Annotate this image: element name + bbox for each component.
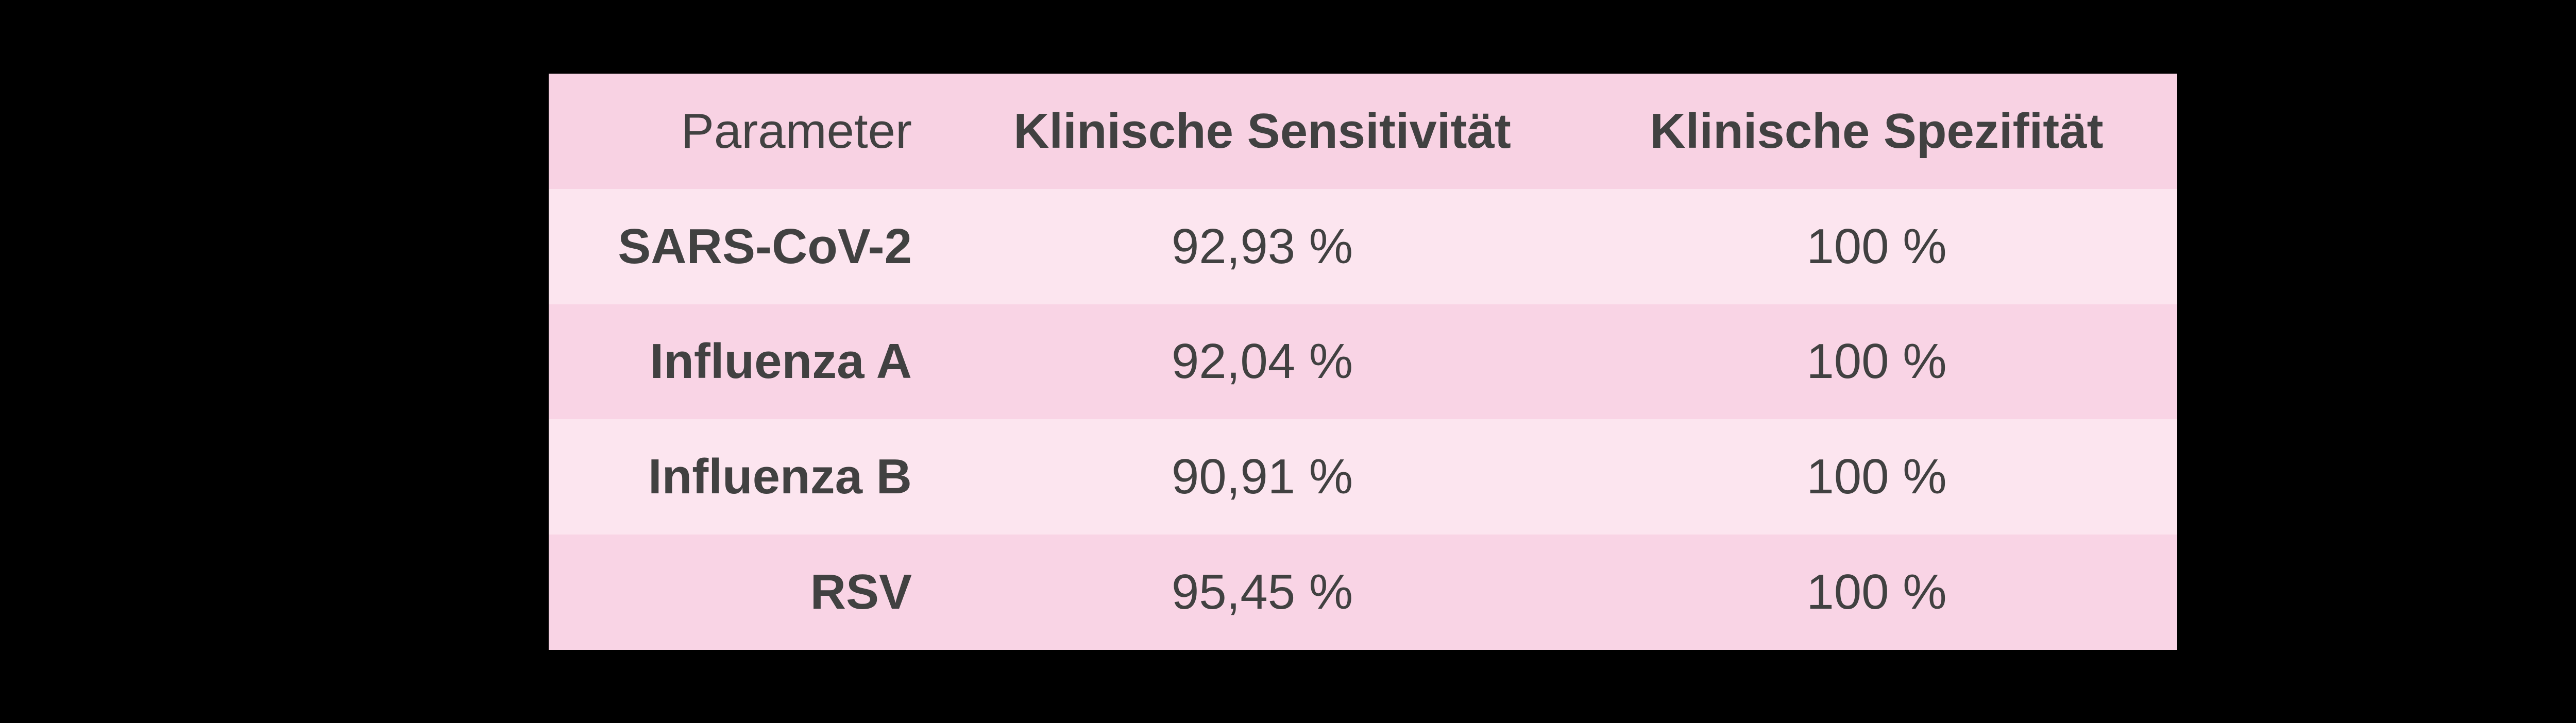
header-cell-sensitivity: Klinische Sensitivität <box>1013 103 1511 159</box>
row-label: Influenza A <box>650 334 912 389</box>
sensitivity-value: 92,93 % <box>1171 218 1353 274</box>
sensitivity-value: 92,04 % <box>1171 334 1353 389</box>
specificity-value: 100 % <box>1806 449 1947 505</box>
table-row: Influenza A 92,04 % 100 % <box>549 304 2177 420</box>
specificity-value: 100 % <box>1806 334 1947 389</box>
row-label: SARS-CoV-2 <box>618 218 912 274</box>
row-label: RSV <box>810 564 912 620</box>
table-row: SARS-CoV-2 92,93 % 100 % <box>549 188 2177 304</box>
header-cell-parameter: Parameter <box>681 103 912 159</box>
row-label: Influenza B <box>648 449 912 505</box>
table-row: Influenza B 90,91 % 100 % <box>549 419 2177 535</box>
header-cell-specificity: Klinische Spezifität <box>1650 103 2104 159</box>
table-header-row: Parameter Klinische Sensitivität Klinisc… <box>549 74 2177 189</box>
specificity-value: 100 % <box>1806 564 1947 620</box>
table-row: RSV 95,45 % 100 % <box>549 535 2177 650</box>
specificity-value: 100 % <box>1806 218 1947 274</box>
sensitivity-value: 90,91 % <box>1171 449 1353 505</box>
sensitivity-value: 95,45 % <box>1171 564 1353 620</box>
diagnostic-performance-table: Parameter Klinische Sensitivität Klinisc… <box>549 74 2177 650</box>
